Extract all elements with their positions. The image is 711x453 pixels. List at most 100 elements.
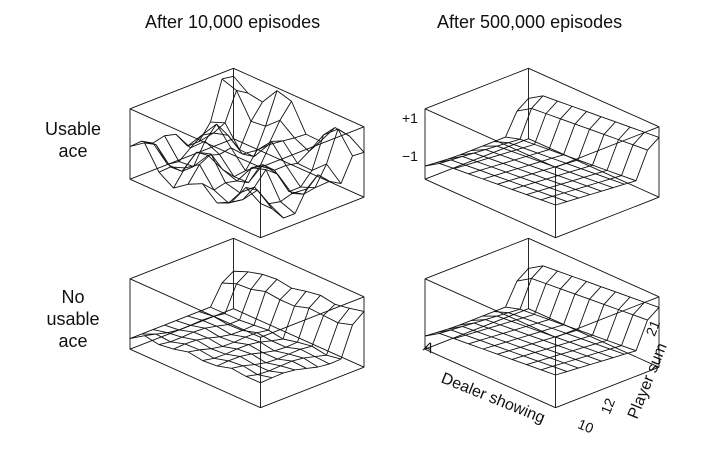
surface-gridline — [311, 163, 327, 171]
surface-gridline — [349, 135, 365, 153]
surface-gridline — [511, 317, 524, 322]
surface-gridline — [170, 341, 186, 345]
surface-gridline — [141, 329, 154, 335]
surface-gridline — [526, 364, 542, 371]
surface-gridline — [494, 341, 507, 346]
surface-gridline — [227, 135, 240, 150]
surface-gridline — [522, 317, 538, 324]
surface-gridline — [271, 340, 287, 348]
surface-gridline — [598, 348, 611, 353]
surface-gridline — [508, 308, 521, 314]
surface-usable-ace-10000 — [120, 62, 370, 242]
surface-gridline — [557, 100, 573, 107]
surface-gridline — [276, 278, 292, 289]
surface-gridline — [285, 165, 301, 188]
surface-gridline — [470, 315, 483, 322]
surface-gridline — [603, 133, 619, 141]
surface-gridline — [563, 362, 579, 369]
surface-gridline — [274, 164, 287, 171]
surface-gridline — [618, 296, 631, 310]
surface-gridline — [551, 327, 567, 334]
surface-gridline — [155, 333, 171, 343]
surface-gridline — [595, 343, 611, 350]
box-edge — [129, 178, 261, 239]
surface-gridline — [288, 348, 301, 355]
surface-gridline — [141, 140, 154, 144]
surface-gridline — [534, 113, 547, 145]
surface-gridline — [245, 332, 258, 338]
surface-gridline — [213, 315, 229, 325]
surface-gridline — [580, 164, 593, 170]
surface-gridline — [198, 311, 214, 317]
surface-gridline — [202, 360, 218, 367]
surface-gridline — [560, 288, 576, 295]
surface-gridline — [204, 123, 217, 142]
surface-gridline — [554, 163, 567, 168]
surface-gridline — [210, 153, 226, 183]
surface-gridline — [534, 348, 547, 353]
surface-gridline — [250, 120, 266, 127]
surface-gridline — [129, 333, 142, 340]
surface-gridline — [279, 299, 295, 307]
surface-gridline — [543, 336, 556, 341]
surface-gridline — [540, 195, 553, 201]
surface-gridline — [221, 282, 237, 285]
surface-gridline — [555, 201, 568, 206]
surface-gridline — [256, 329, 269, 334]
surface-gridline — [233, 341, 249, 345]
surface-gridline — [488, 157, 504, 164]
surface-gridline — [225, 180, 238, 184]
surface-gridline — [517, 334, 530, 340]
surface-gridline — [583, 176, 599, 183]
surface-gridline — [523, 182, 536, 187]
surface-gridline — [175, 320, 191, 326]
surface-gridline — [337, 128, 353, 157]
surface-gridline — [184, 343, 200, 351]
surface-gridline — [575, 358, 591, 366]
surface-gridline — [268, 120, 281, 146]
surface-gridline — [202, 357, 215, 361]
box-edge — [555, 126, 660, 168]
surface-gridline — [601, 187, 614, 192]
surface-gridline — [268, 201, 281, 205]
surface-gridline — [491, 166, 507, 173]
surface-gridline — [586, 185, 602, 192]
row-label-usable-ace: Usable ace — [44, 119, 102, 161]
surface-gridline — [251, 352, 264, 355]
surface-gridline — [488, 154, 501, 159]
surface-gridline — [323, 128, 339, 136]
surface-gridline — [589, 116, 602, 130]
surface-gridline — [494, 175, 510, 182]
surface-gridline — [247, 271, 263, 275]
surface-gridline — [224, 283, 237, 314]
surface-gridline — [569, 168, 582, 173]
surface-gridline — [253, 324, 269, 331]
surface-gridline — [499, 324, 515, 331]
surface-gridline — [251, 353, 267, 364]
surface-gridline — [560, 180, 573, 185]
surface-gridline — [563, 324, 579, 331]
surface-gridline — [190, 319, 203, 326]
surface-gridline — [600, 116, 616, 123]
surface-gridline — [300, 348, 316, 357]
surface-gridline — [308, 134, 324, 152]
surface-gridline — [589, 298, 605, 305]
surface-gridline — [632, 301, 645, 316]
surface-gridline — [311, 345, 327, 356]
surface-gridline — [523, 352, 536, 357]
surface-gridline — [207, 336, 220, 339]
surface-gridline — [447, 154, 460, 160]
surface-gridline — [578, 194, 591, 199]
surface-gridline — [520, 346, 536, 353]
surface-gridline — [528, 164, 544, 171]
surface-gridline — [552, 362, 565, 367]
surface-gridline — [219, 154, 235, 177]
surface-gridline — [552, 195, 568, 202]
surface-gridline — [609, 345, 622, 350]
surface-gridline — [257, 370, 270, 376]
surface-gridline — [260, 377, 273, 384]
surface-gridline — [320, 127, 336, 142]
surface-gridline — [300, 345, 313, 350]
surface-gridline — [213, 189, 229, 204]
surface-gridline — [618, 139, 634, 146]
